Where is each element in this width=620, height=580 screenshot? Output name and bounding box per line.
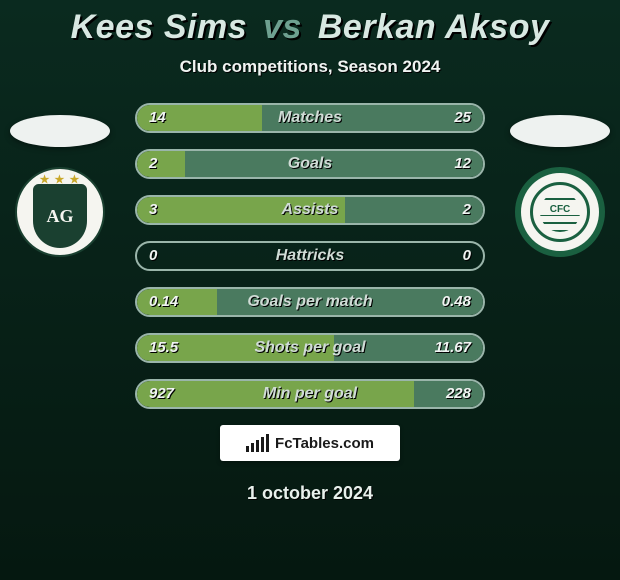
stat-label: Matches (137, 105, 483, 131)
player1-avatar-placeholder (10, 115, 110, 147)
stat-value-player1: 927 (149, 381, 174, 407)
stat-value-player2: 11.67 (435, 335, 471, 361)
stat-row: Hattricks0 0 (135, 241, 485, 271)
stat-label: Goals per match (137, 289, 483, 315)
stat-value-player2: 228 (446, 381, 471, 407)
branding-bar (256, 440, 259, 452)
stat-value-player1: 0 (149, 243, 157, 269)
stat-value-player1: 14 (149, 105, 166, 131)
stats-container: Matches1425Goals212Assists32Hattricks00G… (135, 103, 485, 409)
stat-value-player2: 2 (463, 197, 471, 223)
club1-stars: ★ ★ ★ (40, 173, 81, 186)
stat-value-player2: 0.48 (442, 289, 471, 315)
stat-label: Hattricks (137, 243, 483, 269)
player2-name: Berkan Aksoy (318, 8, 550, 46)
stat-label: Shots per goal (137, 335, 483, 361)
branding-bar (261, 437, 264, 452)
club1-monogram: AG (33, 184, 87, 248)
player1-name: Kees Sims (71, 8, 248, 46)
stat-label: Min per goal (137, 381, 483, 407)
stat-label: Goals (137, 151, 483, 177)
stat-row: Goals per match0.14 0.48 (135, 287, 485, 317)
stat-value-player2: 25 (454, 105, 471, 131)
branding-bar (246, 446, 249, 452)
player1-club-badge: ★ ★ ★ AG (15, 167, 105, 257)
stat-value-player1: 0.14 (149, 289, 178, 315)
stat-row: Matches14 25 (135, 103, 485, 133)
page-title: Kees Sims vs Berkan Aksoy (0, 0, 620, 47)
stat-label: Assists (137, 197, 483, 223)
branding-bar (251, 443, 254, 452)
subtitle: Club competitions, Season 2024 (0, 57, 620, 77)
vs-label: vs (263, 8, 302, 46)
stat-value-player1: 3 (149, 197, 157, 223)
branding-badge: FcTables.com (220, 425, 400, 461)
stat-row: Goals2 12 (135, 149, 485, 179)
player2-avatar-placeholder (510, 115, 610, 147)
stat-row: Shots per goal15.5 11.67 (135, 333, 485, 363)
player2-column (500, 115, 620, 257)
branding-bar (266, 434, 269, 452)
footer-date: 1 october 2024 (0, 483, 620, 504)
stat-value-player1: 15.5 (149, 335, 178, 361)
stat-value-player1: 2 (149, 151, 157, 177)
club2-globe-icon (540, 192, 580, 232)
stat-row: Assists3 2 (135, 195, 485, 225)
branding-bars-icon (246, 434, 269, 452)
stat-value-player2: 12 (454, 151, 471, 177)
player1-column: ★ ★ ★ AG (0, 115, 120, 257)
stat-row: Min per goal927 228 (135, 379, 485, 409)
branding-text: FcTables.com (275, 435, 374, 452)
stat-value-player2: 0 (463, 243, 471, 269)
club2-inner-ring (530, 182, 590, 242)
player2-club-badge (515, 167, 605, 257)
